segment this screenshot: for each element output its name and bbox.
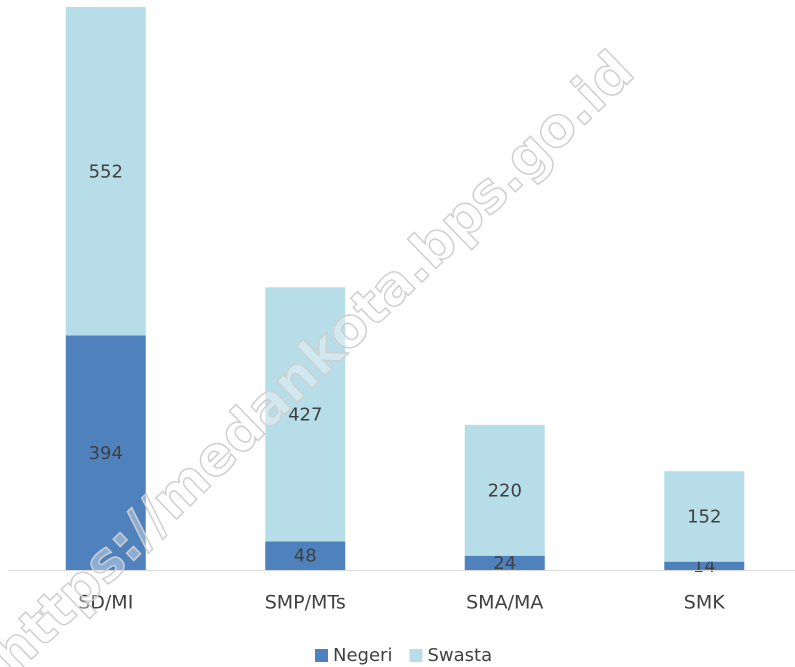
data-label: 220 [488,480,522,501]
data-label: 394 [89,443,123,464]
legend-label: Swasta [427,645,492,666]
bar-segment [65,335,146,570]
x-tick-label: SMP/MTs [265,592,346,614]
bar-segment [265,287,346,542]
legend-swatch [315,649,328,662]
data-label: 152 [687,506,721,527]
legend-label: Negeri [333,645,392,666]
bar-segment [265,541,346,570]
x-tick-label: SMA/MA [466,592,543,614]
legend-swatch [409,649,423,662]
data-label: 24 [493,553,516,574]
bar-segment [464,424,545,556]
bar-segment [464,555,545,570]
bar-segment [664,471,745,562]
bar-segment [664,561,745,570]
x-tick-label: SD/MI [78,592,133,614]
data-label: 427 [288,404,322,425]
x-tick-label: SMK [684,592,725,614]
data-label: 48 [294,546,317,567]
data-label: 552 [89,161,123,182]
bar-segment [65,7,146,336]
